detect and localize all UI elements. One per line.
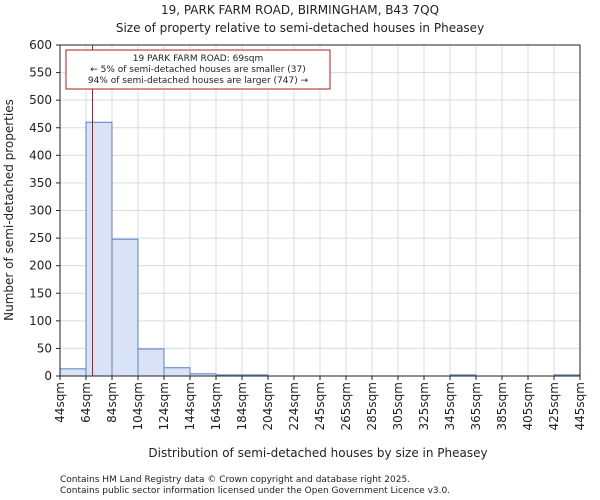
annotation-line-2: ← 5% of semi-detached houses are smaller… — [90, 65, 306, 75]
x-tick-label: 245sqm — [313, 382, 327, 430]
x-tick-label: 425sqm — [547, 382, 561, 430]
x-tick-label: 305sqm — [391, 382, 405, 430]
footer-line-2: Contains public sector information licen… — [60, 486, 450, 496]
annotation-line-1: 19 PARK FARM ROAD: 69sqm — [133, 54, 264, 64]
annotation-box — [65, 49, 331, 90]
x-tick-label: 224sqm — [287, 382, 301, 430]
property-annotation: 19 PARK FARM ROAD: 69sqm ← 5% of semi-de… — [65, 49, 331, 90]
y-tick-label: 600 — [29, 38, 52, 52]
x-tick-label: 64sqm — [79, 382, 93, 423]
x-axis: 44sqm 64sqm 84sqm 104sqm 124sqm 144sqm 164sqm 1… — [53, 376, 587, 430]
x-tick-label: 44sqm — [53, 382, 67, 423]
x-tick-label: 345sqm — [443, 382, 457, 430]
y-tick-label: 200 — [29, 259, 52, 273]
y-tick-label: 500 — [29, 93, 52, 107]
chart-title: 19, PARK FARM ROAD, BIRMINGHAM, B43 7QQ — [161, 3, 439, 17]
bar — [59, 368, 87, 377]
bar — [163, 367, 191, 377]
chart-subtitle: Size of property relative to semi-detach… — [116, 21, 484, 35]
y-axis: 0 50 100 150 200 250 300 350 400 450 500 550 600 — [29, 38, 60, 383]
x-tick-label: 104sqm — [131, 382, 145, 430]
footer-line-1: Contains HM Land Registry data © Crown c… — [60, 475, 410, 485]
x-tick-label: 445sqm — [573, 382, 587, 430]
y-tick-label: 150 — [29, 286, 52, 300]
x-tick-label: 325sqm — [417, 382, 431, 430]
y-tick-label: 250 — [29, 231, 52, 245]
x-tick-label: 84sqm — [105, 382, 119, 423]
x-tick-label: 365sqm — [469, 382, 483, 430]
x-tick-label: 184sqm — [235, 382, 249, 430]
y-tick-label: 100 — [29, 314, 52, 328]
bar — [111, 238, 139, 377]
x-tick-label: 385sqm — [495, 382, 509, 430]
bar — [137, 348, 165, 377]
y-tick-label: 550 — [29, 66, 52, 80]
bar — [85, 121, 113, 377]
x-axis-label: Distribution of semi-detached houses by … — [148, 446, 487, 460]
y-tick-label: 400 — [29, 148, 52, 162]
y-tick-label: 50 — [37, 341, 52, 355]
y-tick-label: 0 — [44, 369, 52, 383]
annotation-line-3: 94% of semi-detached houses are larger (… — [88, 76, 309, 86]
x-tick-label: 144sqm — [183, 382, 197, 430]
x-tick-label: 285sqm — [365, 382, 379, 430]
plot-frame — [59, 44, 581, 377]
x-tick-label: 204sqm — [261, 382, 275, 430]
y-tick-label: 350 — [29, 176, 52, 190]
x-tick-label: 405sqm — [521, 382, 535, 430]
y-tick-label: 450 — [29, 121, 52, 135]
x-tick-label: 164sqm — [209, 382, 223, 430]
x-tick-label: 265sqm — [339, 382, 353, 430]
y-axis-label: Number of semi-detached properties — [2, 99, 16, 321]
x-tick-label: 124sqm — [157, 382, 171, 430]
y-tick-label: 300 — [29, 204, 52, 218]
